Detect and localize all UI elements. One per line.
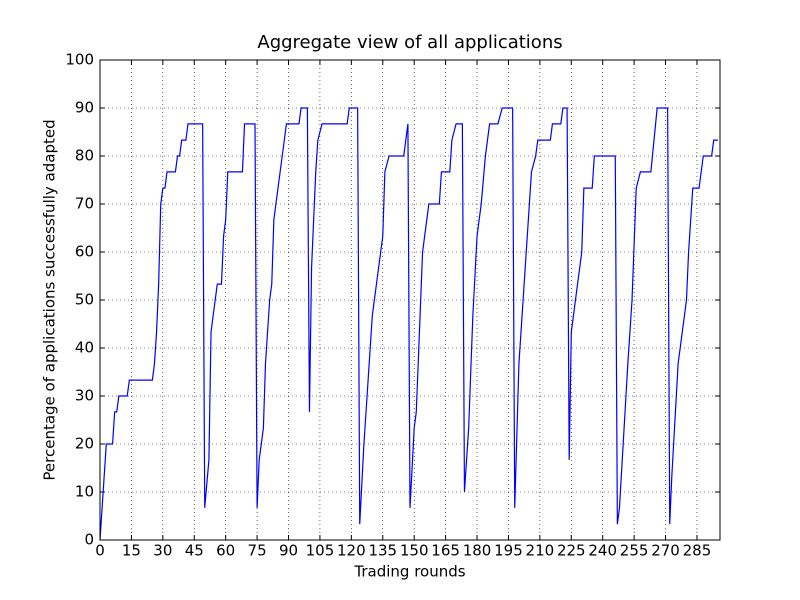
y-tick-label: 60	[75, 243, 94, 261]
x-tick-label: 135	[368, 542, 397, 560]
y-tick-label: 30	[75, 387, 94, 405]
x-tick-label: 45	[185, 542, 204, 560]
chart-title: Aggregate view of all applications	[257, 32, 562, 53]
y-tick-label: 20	[75, 435, 94, 453]
y-tick-label: 70	[75, 195, 94, 213]
y-tick-label: 50	[75, 291, 94, 309]
y-tick-label: 90	[75, 99, 94, 117]
y-tick-label: 80	[75, 147, 94, 165]
data-line	[99, 107, 718, 541]
x-tick-label: 210	[526, 542, 555, 560]
x-tick-label: 165	[431, 542, 460, 560]
y-tick-label: 100	[65, 51, 94, 69]
x-tick-label: 150	[400, 542, 429, 560]
y-axis-label: Percentage of applications successfully …	[41, 119, 59, 480]
y-tick-label: 10	[75, 483, 94, 501]
y-tick-label: 0	[84, 531, 94, 549]
plot-frame	[99, 59, 721, 541]
x-tick-label: 15	[122, 542, 141, 560]
x-tick-label: 30	[153, 542, 172, 560]
x-tick-label: 225	[557, 542, 586, 560]
x-axis-label: Trading rounds	[353, 563, 465, 581]
x-tick-label: 60	[216, 542, 235, 560]
x-tick-label: 90	[279, 542, 298, 560]
x-tick-label: 120	[337, 542, 366, 560]
x-tick-label: 270	[651, 542, 680, 560]
x-tick-label: 255	[620, 542, 649, 560]
x-tick-label: 240	[588, 542, 617, 560]
x-tick-label: 285	[683, 542, 712, 560]
x-tick-label: 180	[463, 542, 492, 560]
y-tick-label: 40	[75, 339, 94, 357]
x-tick-label: 0	[95, 542, 105, 560]
x-tick-label: 105	[306, 542, 335, 560]
x-tick-label: 75	[248, 542, 267, 560]
x-tick-label: 195	[494, 542, 523, 560]
